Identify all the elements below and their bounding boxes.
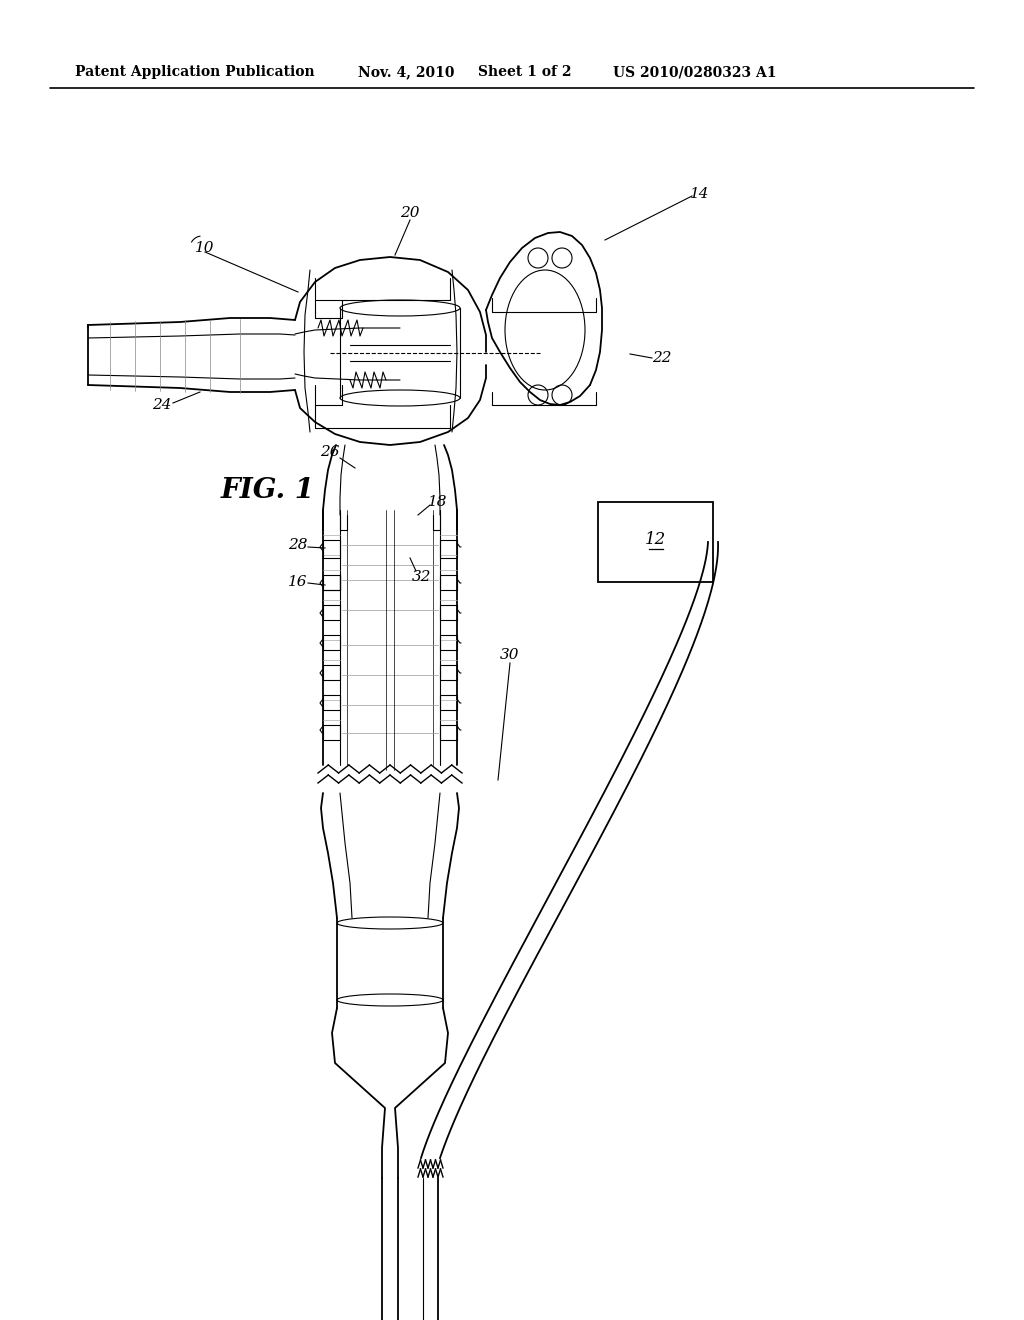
Text: 30: 30 <box>501 648 520 663</box>
Text: 14: 14 <box>690 187 710 201</box>
Text: Nov. 4, 2010: Nov. 4, 2010 <box>358 65 455 79</box>
Text: 22: 22 <box>652 351 672 366</box>
Text: Patent Application Publication: Patent Application Publication <box>75 65 314 79</box>
Text: 20: 20 <box>400 206 420 220</box>
Text: 12: 12 <box>645 532 667 549</box>
Text: 24: 24 <box>153 399 172 412</box>
Text: 32: 32 <box>413 570 432 583</box>
Text: Sheet 1 of 2: Sheet 1 of 2 <box>478 65 571 79</box>
Text: 28: 28 <box>288 539 308 552</box>
Text: 26: 26 <box>321 445 340 459</box>
Text: 18: 18 <box>428 495 447 510</box>
Text: 10: 10 <box>196 242 215 255</box>
Bar <box>598 502 713 582</box>
Text: FIG. 1: FIG. 1 <box>221 477 315 503</box>
Text: US 2010/0280323 A1: US 2010/0280323 A1 <box>613 65 776 79</box>
Text: 16: 16 <box>288 576 308 589</box>
